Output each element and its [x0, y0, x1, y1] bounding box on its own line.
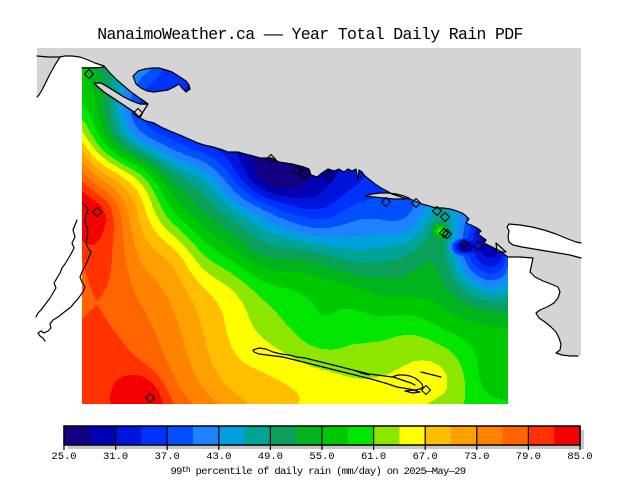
svg-text:43.0: 43.0 [206, 451, 231, 463]
svg-text:NanaimoWeather.ca —— Year Tota: NanaimoWeather.ca —— Year Total Daily Ra… [97, 25, 523, 44]
svg-text:79.0: 79.0 [516, 451, 541, 463]
svg-text:61.0: 61.0 [361, 451, 386, 463]
svg-text:37.0: 37.0 [155, 451, 180, 463]
svg-text:31.0: 31.0 [103, 451, 128, 463]
svg-text:67.0: 67.0 [413, 451, 438, 463]
svg-text:99th percentile of daily rain: 99th percentile of daily rain (mm/day) o… [171, 466, 466, 478]
svg-text:49.0: 49.0 [258, 451, 283, 463]
svg-text:73.0: 73.0 [464, 451, 489, 463]
svg-text:55.0: 55.0 [309, 451, 334, 463]
svg-text:85.0: 85.0 [567, 451, 592, 463]
svg-text:25.0: 25.0 [51, 451, 76, 463]
